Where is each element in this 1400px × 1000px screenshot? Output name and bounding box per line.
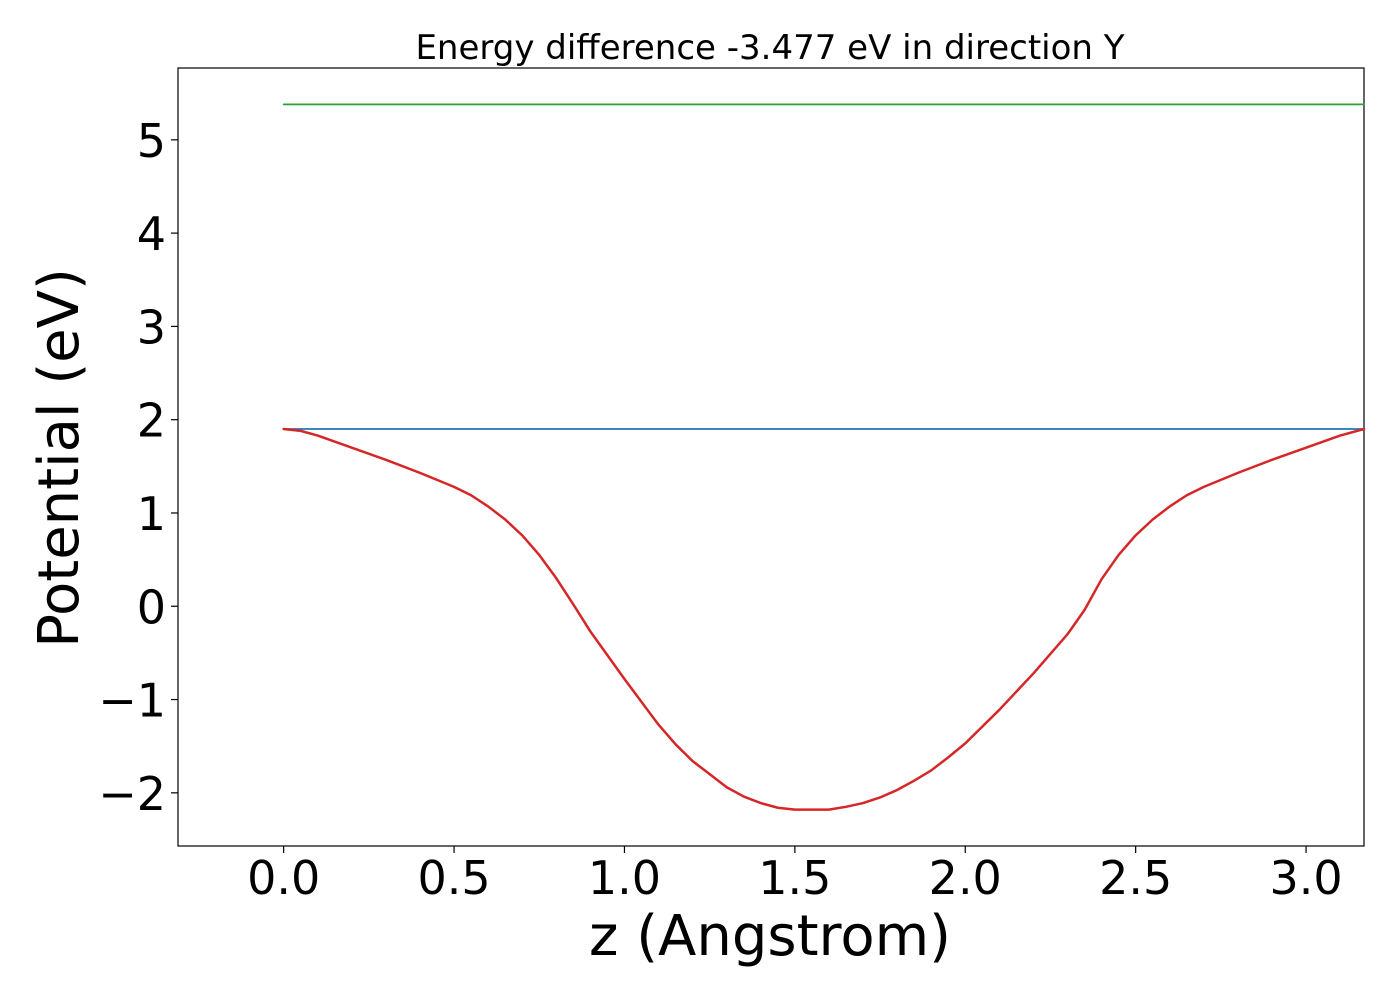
- y-tick-label: 3: [137, 300, 166, 354]
- y-tick-label: 4: [137, 207, 166, 261]
- x-axis-title: z (Angstrom): [589, 904, 951, 969]
- x-tick-label: 1.0: [588, 851, 661, 905]
- y-tick-label: 2: [137, 394, 166, 448]
- x-tick-label: 2.5: [1099, 851, 1172, 905]
- x-tick-label: 3.0: [1269, 851, 1342, 905]
- x-tick-label: 2.0: [929, 851, 1002, 905]
- plot-area: 0.0 0.5 1.0 1.5 2.0 2.5 3.0 −2 −1 0 1 2 3 4 5: [98, 67, 1366, 905]
- y-tick-label: 1: [137, 487, 166, 541]
- y-tick-label: 0: [137, 580, 166, 634]
- x-tick-label: 0.5: [417, 851, 490, 905]
- series-line-3: [282, 427, 1366, 811]
- chart-title: Energy difference -3.477 eV in direction…: [415, 28, 1124, 68]
- x-tick-label: 1.5: [758, 851, 831, 905]
- y-tick-label: 5: [137, 114, 166, 168]
- y-axis-title: Potential (eV): [27, 268, 92, 648]
- plot-frame: [177, 67, 1365, 847]
- x-tick-label: 0.0: [247, 851, 320, 905]
- y-tick-label: −1: [98, 674, 166, 728]
- y-tick-label: −2: [98, 767, 166, 821]
